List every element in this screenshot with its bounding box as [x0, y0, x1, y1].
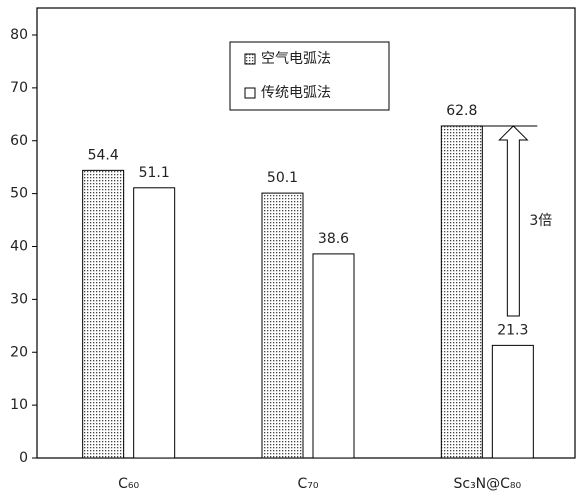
- bar: [312, 253, 355, 459]
- legend-box: [229, 41, 390, 111]
- x-tick-label: C₇₀: [298, 476, 319, 492]
- y-tick-label: 30: [10, 291, 28, 307]
- y-tick-label: 40: [10, 239, 28, 255]
- legend-swatch: [244, 87, 256, 99]
- legend-label: 传统电弧法: [261, 85, 331, 101]
- y-tick-label: 80: [10, 27, 28, 43]
- annotation: 3倍: [529, 213, 552, 229]
- y-tick-label: 0: [19, 450, 28, 466]
- legend-swatch: [244, 53, 256, 65]
- bar: [440, 125, 483, 459]
- value-label: 38.6: [318, 231, 349, 247]
- y-tick-label: 10: [10, 397, 28, 413]
- value-label: 54.4: [88, 147, 119, 163]
- value-label: 62.8: [446, 103, 477, 119]
- y-tick-label: 60: [10, 133, 28, 149]
- bar: [491, 344, 534, 459]
- bar: [82, 169, 125, 459]
- x-tick-label: Sc₃N@C₈₀: [453, 476, 521, 492]
- plot-frame: [36, 7, 576, 459]
- y-tick-label: 20: [10, 344, 28, 360]
- bar: [133, 187, 176, 459]
- legend-label: 空气电弧法: [261, 51, 331, 67]
- annotation-arrow: [498, 125, 529, 317]
- bar: [261, 192, 304, 459]
- value-label: 50.1: [267, 170, 298, 186]
- value-label: 21.3: [497, 322, 528, 338]
- value-label: 51.1: [139, 165, 170, 181]
- x-tick-label: C₆₀: [118, 476, 139, 492]
- y-tick-label: 70: [10, 80, 28, 96]
- y-tick-label: 50: [10, 186, 28, 202]
